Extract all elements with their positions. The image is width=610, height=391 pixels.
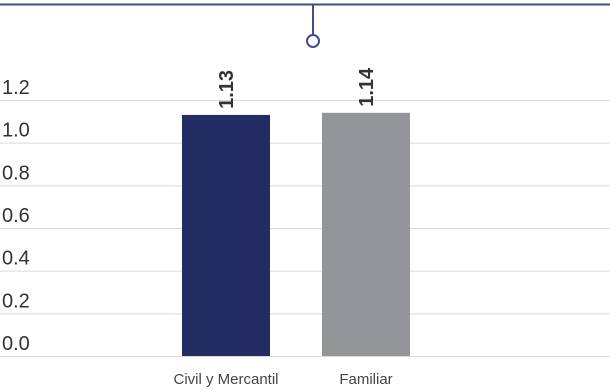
data-label: 1.14 [356, 67, 378, 107]
gridlines [0, 100, 610, 357]
bar [322, 112, 410, 356]
x-tick-label: Civil y Mercantil [173, 371, 278, 388]
bar [182, 114, 270, 356]
y-tick-label: 0.8 [2, 162, 30, 184]
y-tick-label: 0.0 [2, 333, 30, 355]
y-tick-label: 1.0 [2, 120, 30, 142]
y-axis-ticks: 0.0 0.2 0.4 0.6 0.8 1.0 1.2 [2, 77, 30, 355]
data-label: 1.13 [216, 70, 238, 109]
y-tick-label: 0.2 [2, 290, 30, 312]
header-decoration [0, 3, 610, 48]
y-tick-label: 1.2 [2, 77, 30, 99]
x-tick-label: Familiar [339, 371, 392, 388]
y-tick-label: 0.4 [2, 248, 30, 270]
header-pin-circle [306, 34, 320, 48]
y-tick-label: 0.6 [2, 205, 30, 227]
x-axis-labels: Civil y Mercantil Familiar [173, 371, 392, 388]
bars [182, 112, 410, 356]
data-labels: 1.13 1.14 [216, 67, 378, 109]
